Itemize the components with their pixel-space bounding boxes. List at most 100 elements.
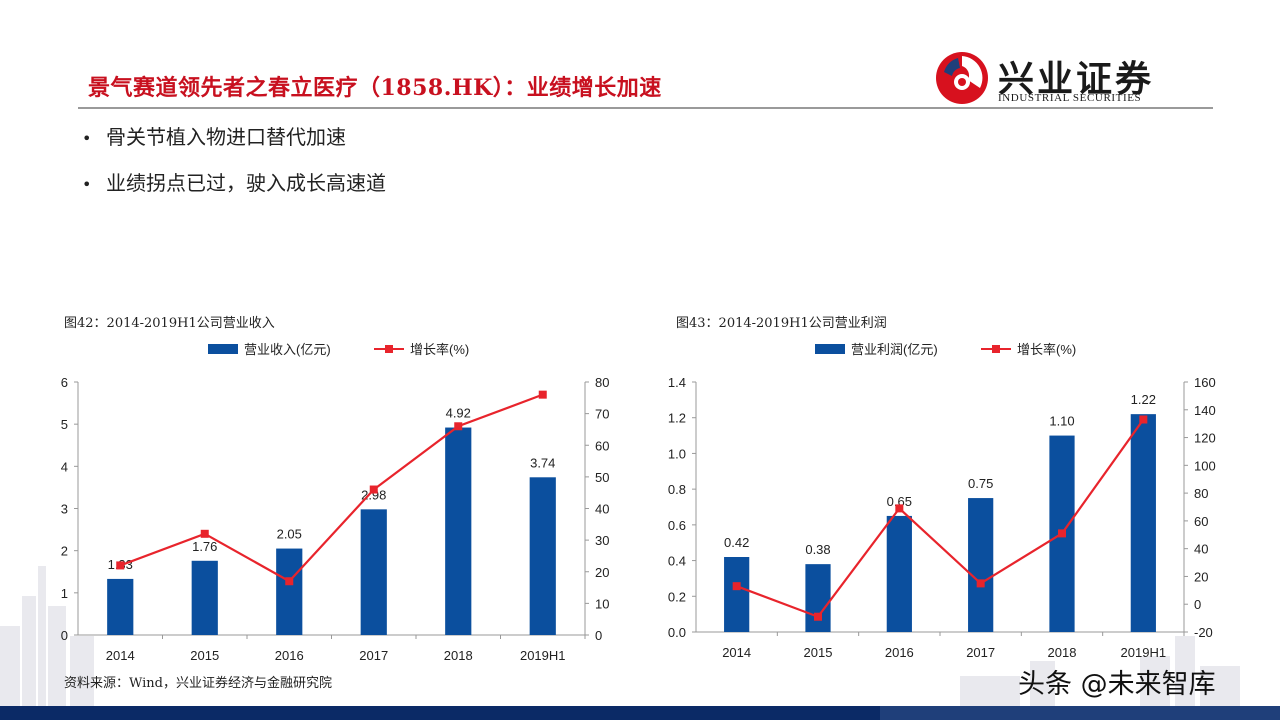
y-left-tick-label: 2 (61, 544, 68, 559)
x-tick-label: 2017 (966, 645, 995, 660)
y-left-tick-label: 1.0 (668, 446, 686, 461)
y-right-tick-label: -20 (1194, 625, 1213, 640)
x-tick-label: 2014 (722, 645, 751, 660)
bar-data-label: 3.74 (530, 455, 555, 470)
y-right-tick-label: 80 (595, 375, 609, 390)
bar (191, 560, 218, 635)
y-right-tick-label: 40 (1194, 542, 1208, 557)
bar (1130, 414, 1156, 632)
bar (360, 509, 387, 635)
growth-point (976, 579, 985, 588)
y-right-tick-label: 160 (1194, 375, 1216, 390)
growth-point (1058, 529, 1066, 538)
y-left-tick-label: 1.2 (668, 411, 686, 426)
growth-line (736, 418, 1145, 619)
bar (107, 578, 134, 635)
y-left-tick-label: 0.0 (668, 625, 686, 640)
growth-point (732, 582, 741, 591)
x-tick-label: 2016 (275, 648, 304, 663)
legend-bar-label: 营业收入(亿元) (244, 342, 331, 357)
legend-line-marker (385, 345, 393, 353)
x-tick-label: 2019H1 (520, 648, 566, 663)
growth-point (538, 390, 547, 399)
x-tick-label: 2016 (885, 645, 914, 660)
bar (805, 564, 831, 632)
y-right-tick-label: 100 (1194, 458, 1216, 473)
x-tick-label: 2017 (359, 648, 388, 663)
bar (724, 557, 750, 632)
bullet-text: 骨关节植入物进口替代加速 (106, 125, 346, 149)
y-left-tick-label: 0.8 (668, 482, 686, 497)
y-left-tick-label: 1.4 (668, 375, 686, 390)
logo-text-cn: 兴业证券 (998, 58, 1155, 100)
x-tick-label: 2015 (804, 645, 833, 660)
growth-line (119, 393, 544, 583)
y-right-tick-label: 0 (1194, 597, 1201, 612)
bar-data-label: 1.76 (192, 539, 217, 554)
bar (529, 477, 556, 635)
x-tick-label: 2019H1 (1121, 645, 1167, 660)
bar-data-label: 4.92 (446, 406, 471, 421)
title-divider (78, 107, 1213, 109)
y-left-tick-label: 0 (61, 628, 68, 643)
bar-data-label: 0.75 (968, 476, 993, 491)
y-left-tick-label: 6 (61, 375, 68, 390)
y-left-tick-label: 4 (61, 459, 68, 474)
footer-accent (0, 706, 880, 720)
y-right-tick-label: 70 (595, 407, 609, 422)
growth-point (814, 612, 822, 621)
y-right-tick-label: 120 (1194, 431, 1216, 446)
y-left-tick-label: 0.4 (668, 554, 686, 569)
legend-bar-swatch (208, 344, 238, 354)
legend-bar-label: 营业利润(亿元) (851, 342, 938, 357)
y-right-tick-label: 60 (595, 438, 609, 453)
y-right-tick-label: 20 (595, 565, 609, 580)
x-tick-label: 2018 (1048, 645, 1077, 660)
profit-chart: 营业利润(亿元) 增长率(%) 0.0 0.2 0.4 0.6 0.8 1.0 1.2 1.4 -2… (668, 342, 1216, 660)
y-right-tick-label: 10 (595, 596, 609, 611)
watermark: 头条 @未来智库 (1018, 669, 1216, 700)
growth-point (895, 504, 904, 513)
y-left-tick-label: 0.6 (668, 518, 686, 533)
revenue-chart: 营业收入(亿元)增长率(%)0123456010203040506070801.… (61, 342, 610, 663)
bar-data-label: 2.98 (361, 487, 386, 502)
bullet-list: • 骨关节植入物进口替代加速 • 业绩拐点已过，驶入成长高速道 (82, 122, 386, 214)
y-right-tick-label: 50 (595, 470, 609, 485)
bar-data-label: 0.42 (724, 535, 749, 550)
bar (886, 515, 912, 632)
bar (276, 548, 303, 635)
logo-text-en: INDUSTRIAL SECURITIES (998, 92, 1142, 104)
page-title: 景气赛道领先者之春立医疗（1858.HK）：业绩增长加速 (88, 75, 662, 101)
y-left-tick-label: 0.2 (668, 589, 686, 604)
y-right-tick-label: 140 (1194, 403, 1216, 418)
legend-bar-swatch (815, 344, 845, 354)
growth-point (285, 577, 294, 586)
bullet-item: • 骨关节植入物进口替代加速 (82, 125, 346, 149)
x-tick-label: 2014 (106, 648, 135, 663)
bar-data-label: 2.05 (277, 527, 302, 542)
growth-point (454, 422, 463, 431)
bar-data-label: 1.10 (1049, 414, 1074, 429)
growth-point (369, 485, 378, 494)
bar-data-label: 0.38 (805, 542, 830, 557)
growth-point (200, 529, 209, 538)
x-tick-label: 2015 (190, 648, 219, 663)
legend-line-label: 增长率(%) (1017, 342, 1076, 357)
legend-line-label: 增长率(%) (410, 342, 469, 357)
bar (445, 427, 472, 635)
x-tick-label: 2018 (444, 648, 473, 663)
y-right-tick-label: 30 (595, 533, 609, 548)
bar-data-label: 0.65 (887, 494, 912, 509)
source-note: 资料来源：Wind，兴业证券经济与金融研究院 (64, 676, 332, 691)
y-left-tick-label: 5 (61, 417, 68, 432)
figure-42-caption: 图42：2014-2019H1公司营业收入 (64, 316, 275, 331)
bullet-item: • 业绩拐点已过，驶入成长高速道 (82, 171, 386, 195)
company-logo: 兴业证券 INDUSTRIAL SECURITIES (934, 48, 1184, 108)
y-right-tick-label: 0 (595, 628, 602, 643)
bullet-text: 业绩拐点已过，驶入成长高速道 (106, 171, 386, 195)
skyline-decoration (0, 566, 1240, 706)
figure-43-caption: 图43：2014-2019H1公司营业利润 (676, 316, 887, 331)
logo-mark-icon (936, 52, 988, 104)
y-left-tick-label: 1 (61, 586, 68, 601)
bar (968, 498, 994, 632)
